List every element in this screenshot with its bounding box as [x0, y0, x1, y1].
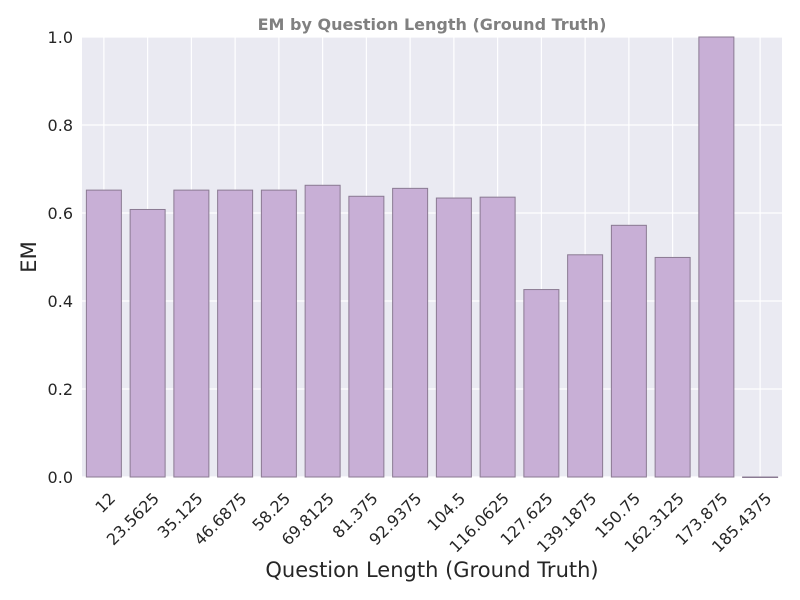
bar [173, 189, 210, 478]
y-tick-label: 0.4 [48, 292, 73, 311]
bar [260, 189, 297, 478]
bar [304, 184, 341, 478]
bar [348, 195, 385, 478]
y-tick-label: 0.2 [48, 380, 73, 399]
y-tick-label: 0.6 [48, 204, 73, 223]
bar [479, 196, 516, 478]
bar [742, 476, 779, 478]
y-tick-labels: 0.0 0.2 0.4 0.6 0.8 1.0 [48, 28, 73, 487]
y-tick-label: 0.8 [48, 116, 73, 135]
bar [129, 208, 166, 478]
x-axis-label: Question Length (Ground Truth) [265, 558, 598, 582]
bar [523, 289, 560, 478]
bar [698, 36, 735, 478]
x-tick-labels: 1223.562535.12546.687558.2569.812581.375… [91, 489, 775, 556]
bar [85, 189, 122, 478]
chart-title: EM by Question Length (Ground Truth) [258, 15, 607, 34]
bar [567, 254, 604, 478]
bar [654, 256, 691, 478]
bar [217, 189, 254, 478]
y-tick-label: 1.0 [48, 28, 73, 47]
bar [392, 187, 429, 478]
y-tick-label: 0.0 [48, 468, 73, 487]
y-axis-label: EM [17, 241, 41, 272]
bar [610, 224, 647, 478]
bars [85, 36, 779, 478]
bar [435, 197, 472, 478]
x-tick-label: 12 [91, 489, 119, 517]
